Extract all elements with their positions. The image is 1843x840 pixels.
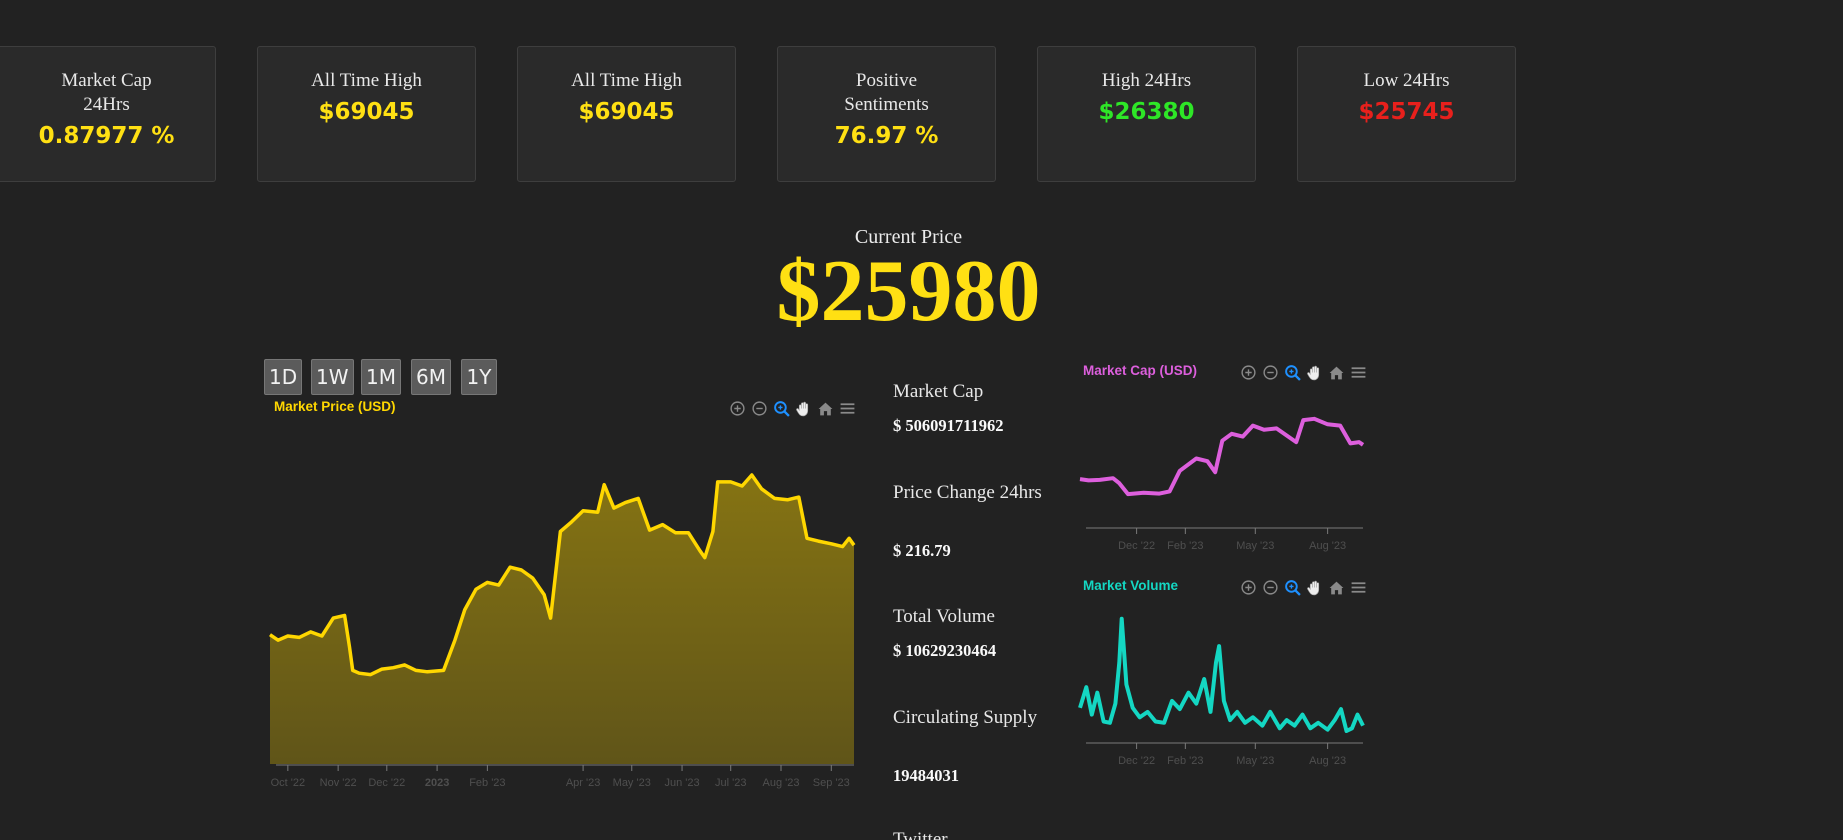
stat-value: 0.87977 % xyxy=(38,123,175,149)
menu-icon[interactable] xyxy=(839,400,856,417)
stat-card-low-24h: Low 24Hrs $25745 xyxy=(1297,46,1516,182)
pan-hand-icon[interactable] xyxy=(1306,579,1323,596)
x-tick-label: Sep '23 xyxy=(813,777,850,789)
menu-icon[interactable] xyxy=(1350,579,1367,596)
info-label-circulating-supply: Circulating Supply xyxy=(893,707,1038,728)
x-tick-label: Aug '23 xyxy=(763,777,800,789)
info-label-price-change: Price Change 24hrs xyxy=(893,482,1042,503)
current-price-label: Current Price xyxy=(854,226,963,248)
zoom-in-icon[interactable] xyxy=(729,400,746,417)
info-value-market-cap: $ 506091711962 xyxy=(893,416,1004,435)
x-tick-label: Dec '22 xyxy=(1118,540,1155,552)
stat-value: $69045 xyxy=(318,99,415,125)
x-tick-label: Jul '23 xyxy=(715,777,746,789)
home-reset-icon[interactable] xyxy=(817,400,834,417)
market-volume-chart-title: Market Volume xyxy=(1083,578,1179,593)
stat-label: All Time High xyxy=(571,70,682,91)
x-tick-label: Apr '23 xyxy=(566,777,601,789)
selection-zoom-icon[interactable] xyxy=(1284,364,1301,381)
current-price-value: $25980 xyxy=(776,243,1041,340)
x-tick-label: Dec '22 xyxy=(1118,755,1155,767)
stat-label: Low 24Hrs xyxy=(1363,70,1450,91)
price-chart: Oct '22 Nov '22 Dec '22 2023 Feb '23 Apr '23 M… xyxy=(269,473,856,789)
x-tick-label: Feb '23 xyxy=(1167,755,1203,767)
stat-label: Market Cap 24Hrs xyxy=(61,70,152,115)
series-line xyxy=(1079,416,1365,497)
pan-hand-icon[interactable] xyxy=(1306,364,1323,381)
info-value-total-volume: $ 10629230464 xyxy=(893,641,997,660)
series-line xyxy=(1078,616,1365,733)
info-label-twitter: Twitter xyxy=(893,829,948,840)
stat-value: $26380 xyxy=(1098,99,1195,125)
price-chart-toolbar xyxy=(729,400,856,417)
stat-card-market-cap-24h: Market Cap 24Hrs 0.87977 % xyxy=(0,46,216,182)
info-label-total-volume: Total Volume xyxy=(893,606,995,627)
range-button-1m[interactable]: 1M xyxy=(361,359,401,395)
stat-card-positive-sentiments: Positive Sentiments 76.97 % xyxy=(777,46,996,182)
info-label-market-cap: Market Cap xyxy=(893,381,984,402)
zoom-out-icon[interactable] xyxy=(751,400,768,417)
stat-value: 76.97 % xyxy=(834,123,939,149)
home-reset-icon[interactable] xyxy=(1328,579,1345,596)
x-tick-label: May '23 xyxy=(613,777,651,789)
range-button-1y[interactable]: 1Y xyxy=(461,359,497,395)
x-tick-label: Oct '22 xyxy=(271,777,306,789)
market-volume-chart-toolbar xyxy=(1240,579,1367,596)
x-tick-label: Feb '23 xyxy=(469,777,505,789)
x-tick-label: Dec '22 xyxy=(368,777,405,789)
stat-label: Positive Sentiments xyxy=(844,70,929,115)
zoom-out-icon[interactable] xyxy=(1262,364,1279,381)
zoom-in-icon[interactable] xyxy=(1240,364,1257,381)
menu-icon[interactable] xyxy=(1350,364,1367,381)
stat-card-all-time-high: All Time High $69045 xyxy=(257,46,476,182)
stat-label: All Time High xyxy=(311,70,422,91)
x-tick-label: May '23 xyxy=(1236,755,1274,767)
stat-value: $69045 xyxy=(578,99,675,125)
x-tick-label: May '23 xyxy=(1236,540,1274,552)
market-cap-chart-title: Market Cap (USD) xyxy=(1083,363,1198,378)
x-tick-label: Nov '22 xyxy=(320,777,357,789)
x-tick-label: Jun '23 xyxy=(664,777,699,789)
info-value-circulating-supply: 19484031 xyxy=(893,766,959,785)
area-fill xyxy=(270,475,854,764)
stat-card-high-24h: High 24Hrs $26380 xyxy=(1037,46,1256,182)
selection-zoom-icon[interactable] xyxy=(1284,579,1301,596)
zoom-out-icon[interactable] xyxy=(1262,579,1279,596)
stat-value: $25745 xyxy=(1358,99,1455,125)
selection-zoom-icon[interactable] xyxy=(773,400,790,417)
price-chart-title: Market Price (USD) xyxy=(274,399,396,414)
x-tick-label: Aug '23 xyxy=(1309,540,1346,552)
info-value-price-change: $ 216.79 xyxy=(893,541,951,560)
market-cap-chart: Dec '22 Feb '23 May '23 Aug '23 xyxy=(1079,416,1365,552)
zoom-in-icon[interactable] xyxy=(1240,579,1257,596)
x-tick-label: Aug '23 xyxy=(1309,755,1346,767)
range-button-1d[interactable]: 1D xyxy=(264,359,303,395)
market-cap-chart-toolbar xyxy=(1240,364,1367,381)
stat-card-all-time-high-2: All Time High $69045 xyxy=(517,46,736,182)
range-button-6m[interactable]: 6M xyxy=(411,359,451,395)
home-reset-icon[interactable] xyxy=(1328,364,1345,381)
x-tick-label: 2023 xyxy=(425,777,449,789)
x-tick-label: Feb '23 xyxy=(1167,540,1203,552)
range-button-1w[interactable]: 1W xyxy=(311,359,354,395)
market-volume-chart: Dec '22 Feb '23 May '23 Aug '23 xyxy=(1078,616,1365,767)
stat-label: High 24Hrs xyxy=(1101,70,1192,91)
pan-hand-icon[interactable] xyxy=(795,400,812,417)
